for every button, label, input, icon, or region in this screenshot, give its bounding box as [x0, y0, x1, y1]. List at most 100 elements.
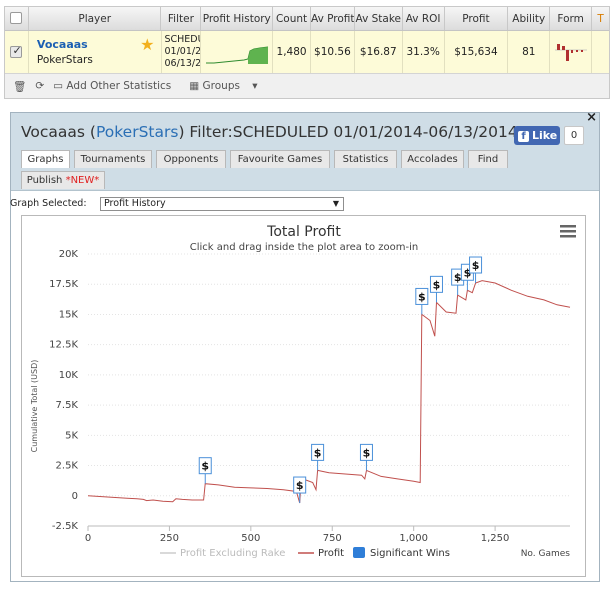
- dollar-icon: $: [418, 290, 426, 303]
- significant-win-flag: $: [198, 457, 212, 484]
- av-stake-cell: $16.87: [355, 31, 403, 73]
- flag-box: [359, 443, 373, 461]
- favourite-star-icon[interactable]: ★: [140, 35, 155, 54]
- y-axis-ticks: -2.5K 0 2.5K 5K 7.5K 10K 12.5K 15K 17.5K 20K: [49, 249, 78, 532]
- profit-history-sparkline[interactable]: [201, 31, 274, 73]
- chart-series: [87, 280, 571, 504]
- column-header-av-stake[interactable]: Av Stake: [355, 7, 403, 30]
- player-name-link[interactable]: Vocaaas: [36, 38, 88, 51]
- y-tick-label: 10K: [59, 370, 79, 381]
- x-tick-label: 250: [160, 533, 179, 544]
- flag-box: [429, 275, 443, 293]
- tab-publish[interactable]: Publish *NEW*: [21, 171, 105, 189]
- groups-label: Groups: [202, 80, 240, 92]
- dollar-icon: $: [472, 259, 480, 272]
- y-tick-label: 20K: [59, 249, 79, 260]
- flag-box: [293, 476, 307, 494]
- player-table: Player Filter Profit History Count Av Pr…: [4, 6, 610, 99]
- graph-select-dropdown[interactable]: Profit History ▼: [100, 197, 344, 211]
- tab-tournaments[interactable]: Tournaments: [74, 150, 152, 168]
- y-tick-label: 15K: [59, 309, 79, 320]
- y-axis-label: Cumulative Total (USD): [30, 360, 39, 453]
- x-tick-label: 0: [85, 533, 91, 544]
- tab-accolades[interactable]: Accolades: [401, 150, 464, 168]
- x-axis-ticks: 0 250 500 750 1,000 1,250: [85, 525, 570, 544]
- tab-favourite-games[interactable]: Favourite Games: [230, 150, 330, 168]
- y-tick-label: 2.5K: [56, 461, 79, 472]
- facebook-icon: f: [518, 131, 529, 142]
- dialog-header: Vocaaas (PokerStars) Filter:SCHEDULED 01…: [11, 110, 599, 191]
- title-player: Vocaaas (: [21, 123, 96, 141]
- sparkline-icon: [205, 46, 268, 64]
- tab-publish-new-badge: *NEW*: [65, 175, 100, 186]
- row-checkbox[interactable]: [10, 44, 23, 58]
- site-link[interactable]: PokerStars: [95, 123, 179, 141]
- profit-chart-container[interactable]: Total Profit Click and drag inside the p…: [21, 215, 586, 577]
- profit-chart[interactable]: Total Profit Click and drag inside the p…: [22, 216, 585, 576]
- y-tick-label: 5K: [65, 430, 78, 441]
- chart-grid: [88, 253, 570, 527]
- facebook-like-button[interactable]: f Like: [514, 126, 560, 145]
- tab-find[interactable]: Find: [468, 150, 508, 168]
- column-header-count[interactable]: Count: [273, 7, 311, 30]
- column-header-t[interactable]: T: [597, 13, 604, 25]
- close-icon[interactable]: ×: [586, 110, 597, 125]
- column-header-filter[interactable]: Filter: [161, 7, 202, 30]
- groups-dropdown[interactable]: ▦ Groups ▾: [189, 80, 258, 92]
- x-tick-label: 750: [323, 533, 342, 544]
- facebook-like-label: Like: [532, 129, 558, 142]
- player-row[interactable]: Vocaaas PokerStars ★ SCHEDU 01/01/2 06/1…: [5, 31, 609, 74]
- t-cell: [592, 31, 609, 73]
- column-header-form[interactable]: Form: [550, 7, 593, 30]
- form-cell: [550, 31, 593, 73]
- y-tick-label: 17.5K: [49, 279, 78, 290]
- tab-statistics[interactable]: Statistics: [334, 150, 397, 168]
- form-bars-icon: [554, 44, 587, 61]
- select-all-checkbox-cell[interactable]: [5, 7, 29, 30]
- legend-significant-wins[interactable]: Significant Wins: [370, 548, 450, 559]
- player-site: PokerStars: [36, 54, 93, 66]
- profit-cell: $15,634: [445, 31, 509, 73]
- filter-line-2: 01/01/2: [164, 46, 202, 57]
- flag-box: [311, 443, 325, 461]
- legend-swatch-significant-wins: [353, 547, 365, 558]
- column-header-ability[interactable]: Ability: [508, 7, 551, 30]
- av-profit-cell: $10.56: [311, 31, 355, 73]
- x-tick-label: 1,000: [399, 533, 428, 544]
- flag-box: [198, 457, 212, 475]
- dollar-icon: $: [314, 446, 322, 459]
- chart-menu-icon[interactable]: [560, 225, 576, 238]
- table-toolbar: 🗑 ⟳ ▭ Add Other Statistics ▦ Groups ▾: [5, 74, 609, 98]
- graph-select-value: Profit History: [104, 198, 166, 209]
- y-tick-label: -2.5K: [52, 521, 79, 532]
- significant-win-flag: $: [293, 476, 307, 504]
- x-tick-label: 1,250: [481, 533, 510, 544]
- legend-profit-excluding-rake[interactable]: Profit Excluding Rake: [180, 548, 285, 559]
- count-cell: 1,480: [273, 31, 311, 73]
- column-header-av-roi[interactable]: Av ROI: [403, 7, 445, 30]
- dollar-icon: $: [296, 479, 304, 492]
- tab-opponents[interactable]: Opponents: [156, 150, 226, 168]
- add-statistics-button[interactable]: ▭ Add Other Statistics: [53, 80, 172, 92]
- x-tick-label: 500: [241, 533, 260, 544]
- filter-line-1: SCHEDU: [164, 34, 202, 45]
- dollar-icon: $: [201, 460, 209, 473]
- significant-win-flag: $: [311, 443, 325, 471]
- significant-win-flag: $: [429, 275, 443, 303]
- legend-profit[interactable]: Profit: [318, 548, 344, 559]
- delete-icon[interactable]: 🗑: [13, 80, 27, 93]
- chart-legend: Profit Excluding Rake Profit Significant…: [160, 547, 450, 559]
- title-filter: ) Filter:SCHEDULED 01/01/2014-06/13/2014: [178, 123, 518, 141]
- select-all-checkbox[interactable]: [10, 12, 23, 24]
- significant-win-flags: $$$ $$$$ $$: [198, 256, 483, 504]
- column-header-profit[interactable]: Profit: [445, 7, 509, 30]
- column-header-profit-history[interactable]: Profit History: [201, 7, 274, 30]
- facebook-like-count: 0: [564, 126, 584, 145]
- refresh-icon[interactable]: ⟳: [35, 80, 45, 92]
- column-header-player[interactable]: Player: [29, 7, 162, 30]
- significant-win-flag: $: [469, 256, 483, 284]
- dropdown-arrow-icon: ▼: [332, 199, 339, 208]
- tab-graphs[interactable]: Graphs: [21, 150, 70, 168]
- column-header-av-profit[interactable]: Av Profit: [311, 7, 355, 30]
- row-checkbox-cell[interactable]: [5, 31, 29, 73]
